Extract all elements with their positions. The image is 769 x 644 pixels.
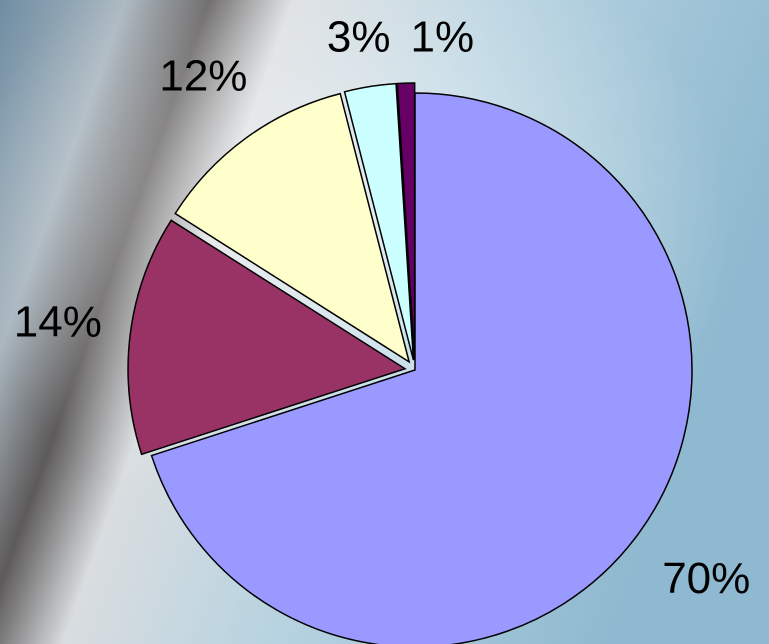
data-label: 1% (410, 13, 474, 62)
pie-slice (396, 82, 416, 361)
data-label: 12% (159, 51, 247, 100)
pie (127, 82, 693, 644)
pie-slice (174, 92, 411, 364)
data-label: 70% (662, 554, 750, 603)
pie-slice (127, 219, 407, 456)
pie-slice (343, 82, 415, 361)
labels: 70% 14% 12% 3% 1% (14, 13, 750, 604)
data-label: 3% (327, 13, 391, 62)
pie-slice (150, 92, 693, 644)
data-label: 14% (14, 298, 102, 347)
